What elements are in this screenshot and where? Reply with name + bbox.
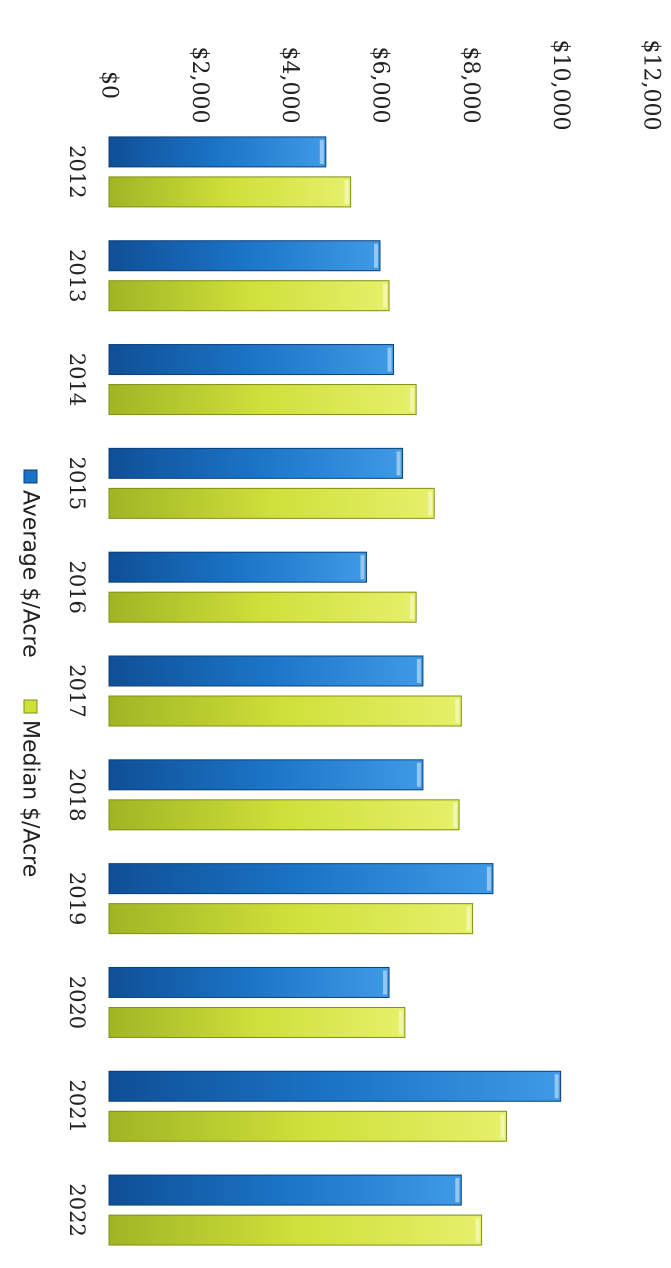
- bar-highlight: [360, 555, 365, 580]
- bar-highlight: [466, 906, 471, 931]
- bar-highlight: [453, 802, 458, 827]
- bar-average-2016: [108, 551, 367, 583]
- category-label: 2022: [65, 1183, 89, 1236]
- bar-average-2018: [108, 759, 424, 791]
- bar-highlight: [416, 659, 421, 683]
- bar-average-2020: [108, 966, 390, 998]
- bar-highlight: [387, 347, 392, 372]
- category-label: 2021: [65, 1080, 89, 1133]
- value-tick-label: $0: [97, 71, 122, 99]
- bar-average-2014: [108, 344, 395, 376]
- bar-average-2012: [108, 136, 327, 168]
- bar-average-2019: [108, 863, 494, 895]
- value-tick-label: $2,000: [187, 47, 212, 124]
- bar-highlight: [410, 387, 415, 412]
- value-tick-label: $12,000: [639, 40, 664, 131]
- category-label: 2020: [65, 976, 89, 1029]
- bar-highlight: [475, 1218, 480, 1243]
- value-tick-label: $4,000: [277, 47, 302, 124]
- bar-highlight: [416, 762, 421, 787]
- legend-swatch-median: [23, 699, 38, 714]
- bar-series-group: [108, 136, 562, 1246]
- bar-median-2021: [108, 1110, 507, 1142]
- category-label: 2013: [65, 249, 89, 302]
- legend-label-median: Median $/Acre: [18, 720, 43, 877]
- bar-highlight: [410, 595, 415, 620]
- bar-highlight: [374, 243, 378, 268]
- value-tick-label: $8,000: [458, 47, 483, 124]
- bar-median-2017: [108, 695, 462, 727]
- category-label: 2016: [65, 560, 89, 613]
- bar-median-2015: [108, 487, 435, 519]
- bar-median-2020: [108, 1006, 406, 1038]
- bar-highlight: [554, 1074, 559, 1099]
- bar-highlight: [428, 491, 433, 516]
- category-label: 2014: [65, 353, 89, 406]
- bar-median-2018: [108, 799, 460, 831]
- legend: Average $/Acre Median $/Acre: [18, 469, 43, 877]
- chart-plot-area: $0 $2,000 $4,000 $6,000 $8,000 $10,000 $12,000…: [18, 40, 664, 1246]
- bar-highlight: [344, 179, 349, 204]
- bar-highlight: [455, 1178, 460, 1203]
- bar-median-2019: [108, 903, 474, 935]
- bar-median-2012: [108, 176, 352, 208]
- bar-highlight: [500, 1114, 505, 1139]
- value-axis: $0 $2,000 $4,000 $6,000 $8,000 $10,000 $12,000: [97, 40, 664, 131]
- category-label: 2019: [65, 872, 89, 925]
- category-label: 2018: [65, 768, 89, 821]
- bar-highlight: [486, 866, 491, 891]
- category-label: 2017: [65, 664, 89, 717]
- bar-highlight: [383, 970, 388, 995]
- value-tick-label: $6,000: [368, 47, 393, 124]
- bar-highlight: [319, 139, 324, 164]
- bar-average-2015: [108, 447, 404, 479]
- bar-median-2013: [108, 280, 390, 312]
- legend-swatch-average: [23, 469, 38, 484]
- bar-average-2022: [108, 1174, 462, 1206]
- bar-highlight: [396, 451, 401, 476]
- category-axis: 2012 2013 2014 2015 2016 2017 2018 2019 2020 2021…: [65, 145, 89, 1237]
- bar-highlight: [455, 699, 460, 723]
- bar-highlight: [398, 1010, 403, 1035]
- bar-average-2013: [108, 240, 381, 272]
- legend-label-average: Average $/Acre: [18, 490, 43, 658]
- value-tick-label: $10,000: [548, 40, 573, 131]
- bar-average-2021: [108, 1070, 562, 1102]
- bar-highlight: [383, 283, 388, 308]
- category-label: 2012: [65, 145, 89, 198]
- bar-average-2017: [108, 655, 424, 687]
- bar-median-2022: [108, 1214, 483, 1246]
- category-label: 2015: [65, 457, 89, 510]
- bar-median-2016: [108, 591, 417, 623]
- bar-median-2014: [108, 384, 417, 416]
